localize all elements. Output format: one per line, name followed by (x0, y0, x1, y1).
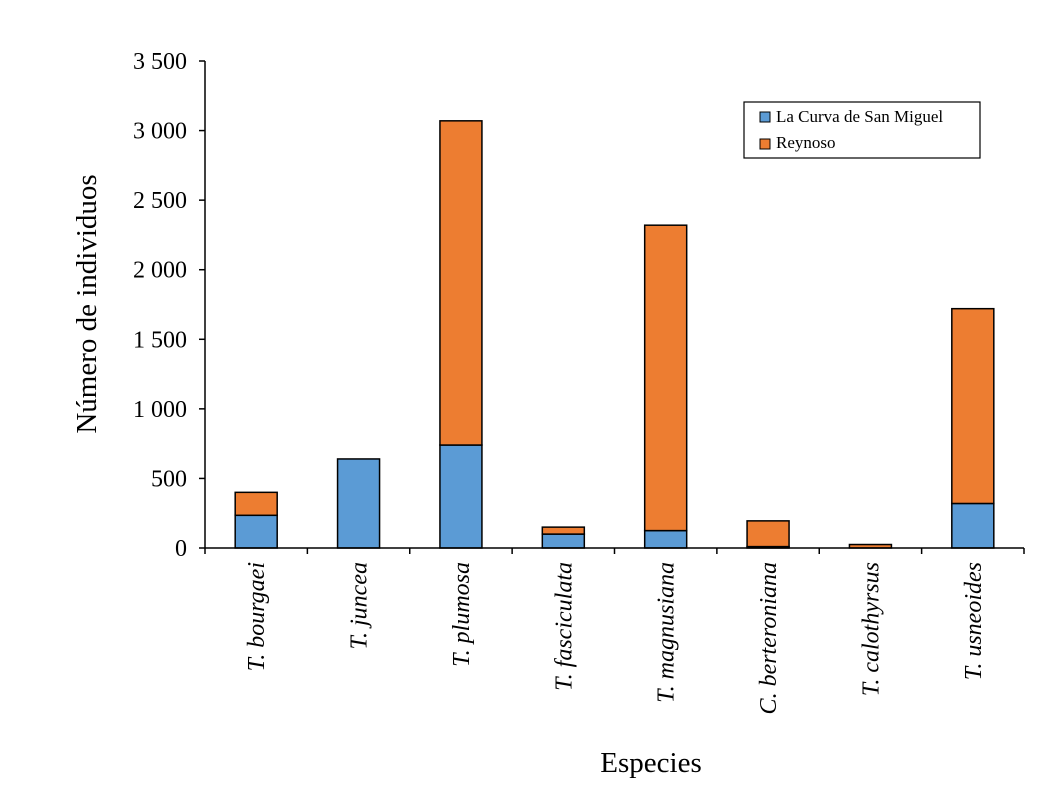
bar-segment-curva (951, 502, 995, 549)
y-tick-label: 0 (175, 536, 187, 562)
bar-segment-curva (336, 458, 381, 549)
bar-segment-curva (234, 514, 278, 549)
legend-label-curva: La Curva de San Miguel (776, 107, 943, 126)
bar-segment-curva (439, 444, 483, 549)
x-category-label: T. fasciculata (551, 562, 577, 691)
bars-group (234, 120, 995, 549)
y-tick-label: 3 000 (133, 119, 187, 145)
legend-label-reynoso: Reynoso (776, 133, 836, 152)
x-ticks-group: T. bourgaei T. juncea T. plumosa T. fascicu… (204, 548, 1025, 714)
bar-segment-reynoso (643, 224, 688, 532)
y-tick-label: 3 500 (133, 49, 187, 75)
y-tick-label: 500 (151, 466, 187, 492)
bar-segment-reynoso (234, 491, 278, 517)
y-tick-label: 2 500 (133, 188, 187, 214)
x-category-label: T. juncea (347, 562, 373, 650)
bar-segment-curva (541, 533, 586, 549)
legend-swatch-curva (759, 111, 771, 123)
legend-box (743, 101, 981, 159)
y-tick-label: 1 000 (133, 397, 187, 423)
bar-segment-reynoso (951, 307, 995, 505)
y-tick-label: 1 500 (133, 327, 187, 353)
x-axis-title: Especies (600, 747, 701, 779)
x-category-label: T. magnusiana (654, 562, 680, 703)
x-category-label: T. usneoides (961, 562, 987, 680)
bar-segment-curva (643, 529, 688, 549)
legend-swatch-reynoso (759, 138, 771, 150)
bar-segment-reynoso (439, 120, 483, 446)
y-tick-label: 2 000 (133, 258, 187, 284)
x-category-label: T. plumosa (449, 562, 475, 667)
bar-segment-reynoso (746, 520, 790, 548)
bar-segment-reynoso (541, 526, 586, 535)
legend: La Curva de San Miguel Reynoso (743, 101, 981, 159)
x-category-label: T. bourgaei (244, 562, 270, 671)
x-category-label: T. calothyrsus (858, 562, 884, 696)
y-ticks-group: 0 500 1 000 1 500 2 000 2 500 3 000 3 500 (133, 49, 205, 562)
x-category-label: C. berteroniana (756, 562, 782, 714)
y-axis-title: Número de individuos (71, 174, 103, 433)
